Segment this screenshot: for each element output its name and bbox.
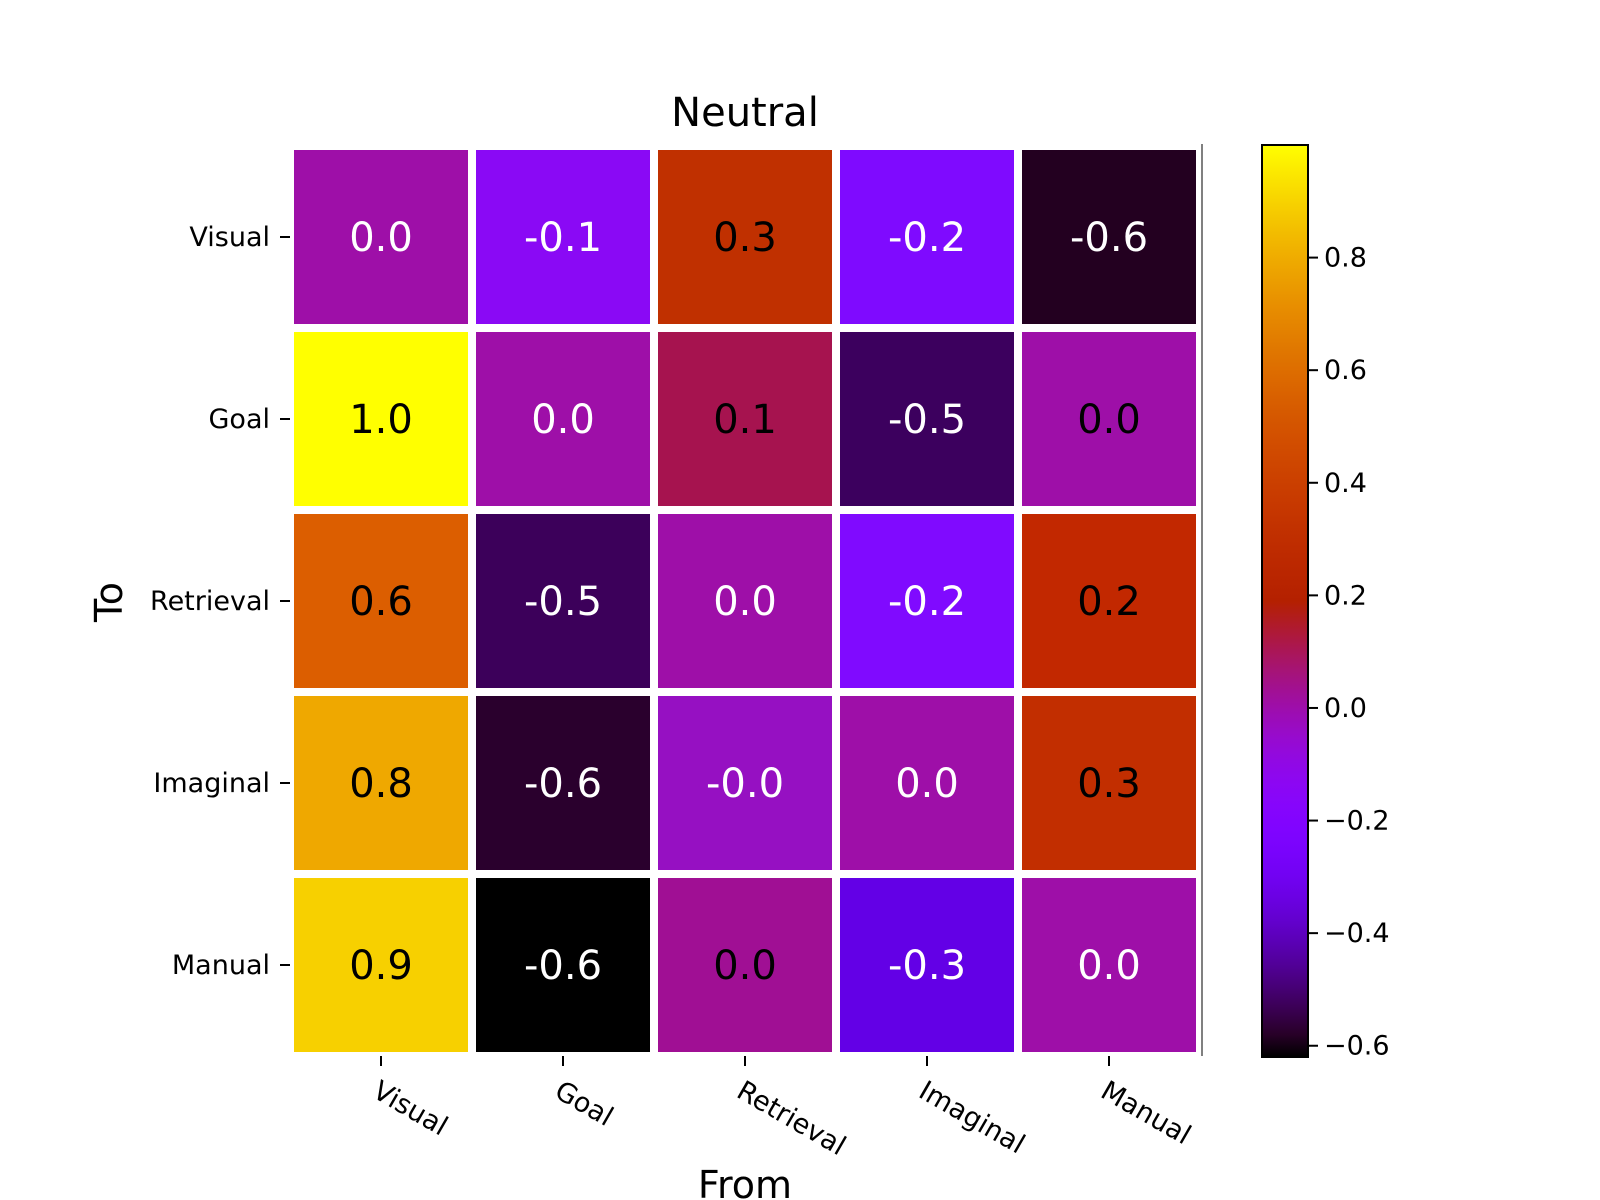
heatmap-cell-4-3	[658, 696, 832, 870]
heatmap-cell-5-5	[1022, 878, 1196, 1052]
cell-label-2-4: -0.5	[888, 397, 966, 443]
heatmap-cell-1-3	[658, 150, 832, 324]
cell-label-1-5: -0.6	[1070, 215, 1148, 261]
cell-label-3-4: -0.2	[888, 579, 966, 625]
colorbar-tick-label: −0.6	[1324, 1031, 1390, 1062]
heatmap-cell-5-4	[840, 878, 1014, 1052]
heatmap-cell-2-4	[840, 332, 1014, 506]
heatmap-cell-5-3	[658, 878, 832, 1052]
heatmap-cell-5-2	[476, 878, 650, 1052]
heatmap-cell-3-2	[476, 514, 650, 688]
heatmap-cell-1-2	[476, 150, 650, 324]
cell-label-4-4: 0.0	[895, 761, 959, 807]
cell-label-2-1: 1.0	[349, 397, 413, 443]
heatmap-cell-2-2	[476, 332, 650, 506]
cell-label-2-5: 0.0	[1077, 397, 1141, 443]
heatmap-cell-1-5	[1022, 150, 1196, 324]
colorbar-tick-label: −0.2	[1324, 806, 1390, 837]
cell-label-3-2: -0.5	[524, 579, 602, 625]
colorbar: −0.6 −0.4 −0.2 0.0 0.2 0.4 0.6 0.8	[1261, 144, 1390, 1062]
cell-label-1-3: 0.3	[713, 215, 777, 261]
cell-label-3-3: 0.0	[713, 579, 777, 625]
cell-label-1-2: -0.1	[524, 215, 602, 261]
colorbar-tick-label: 0.6	[1324, 355, 1367, 386]
heatmap-cell-2-3	[658, 332, 832, 506]
colorbar-gradient	[1261, 144, 1309, 1058]
cell-label-3-5: 0.2	[1077, 579, 1141, 625]
heatmap-cell-1-4	[840, 150, 1014, 324]
heatmap-cell-2-1	[294, 332, 468, 506]
cell-label-5-3: 0.0	[713, 943, 777, 989]
colorbar-tick-label: 0.8	[1324, 243, 1367, 274]
cell-label-2-2: 0.0	[531, 397, 595, 443]
cell-label-5-1: 0.9	[349, 943, 413, 989]
colorbar-tick-label: 0.4	[1324, 468, 1367, 499]
x-tick-label: Visual	[368, 1075, 453, 1142]
cell-label-5-4: -0.3	[888, 943, 966, 989]
cell-label-4-5: 0.3	[1077, 761, 1141, 807]
heatmap-cells: 0.0 -0.1 0.3 -0.2 -0.6 1.0 0.0 0.1 -0.5 0.0 0.6 -0.…	[294, 144, 1203, 1056]
x-tick-label: Imaginal	[914, 1075, 1030, 1160]
x-axis: Visual Goal Retrieval Imaginal Manual	[368, 1056, 1196, 1162]
heatmap-cell-3-4	[840, 514, 1014, 688]
heatmap-cell-5-1	[294, 878, 468, 1052]
heatmap-cell-2-5	[1022, 332, 1196, 506]
colorbar-tick-label: 0.0	[1324, 693, 1367, 724]
x-tick-label: Retrieval	[732, 1075, 851, 1162]
cell-label-4-1: 0.8	[349, 761, 413, 807]
colorbar-tick-label: −0.4	[1324, 918, 1390, 949]
y-tick-label: Manual	[172, 950, 270, 981]
y-tick-label: Retrieval	[150, 586, 270, 617]
heatmap-cell-4-2	[476, 696, 650, 870]
y-axis-label: To	[87, 582, 131, 623]
heatmap-cell-4-1	[294, 696, 468, 870]
cell-label-5-5: 0.0	[1077, 943, 1141, 989]
chart-title: Neutral	[671, 90, 819, 136]
x-axis-label: From	[698, 1163, 792, 1200]
x-tick-label: Goal	[550, 1075, 619, 1133]
cell-label-1-4: -0.2	[888, 215, 966, 261]
y-tick-label: Visual	[189, 222, 270, 253]
y-tick-label: Goal	[209, 404, 271, 435]
heatmap-cell-4-4	[840, 696, 1014, 870]
colorbar-tick-label: 0.2	[1324, 580, 1367, 611]
heatmap-cell-3-5	[1022, 514, 1196, 688]
heatmap-cell-3-1	[294, 514, 468, 688]
cell-label-3-1: 0.6	[349, 579, 413, 625]
cell-label-2-3: 0.1	[713, 397, 777, 443]
heatmap-cell-4-5	[1022, 696, 1196, 870]
cell-label-4-2: -0.6	[524, 761, 602, 807]
x-tick-label: Manual	[1096, 1075, 1196, 1151]
cell-label-5-2: -0.6	[524, 943, 602, 989]
heatmap-cell-1-1	[294, 150, 468, 324]
y-axis: Visual Goal Retrieval Imaginal Manual	[150, 222, 290, 981]
y-tick-label: Imaginal	[153, 768, 270, 799]
heatmap-cell-3-3	[658, 514, 832, 688]
cell-label-4-3: -0.0	[706, 761, 784, 807]
cell-label-1-1: 0.0	[349, 215, 413, 261]
